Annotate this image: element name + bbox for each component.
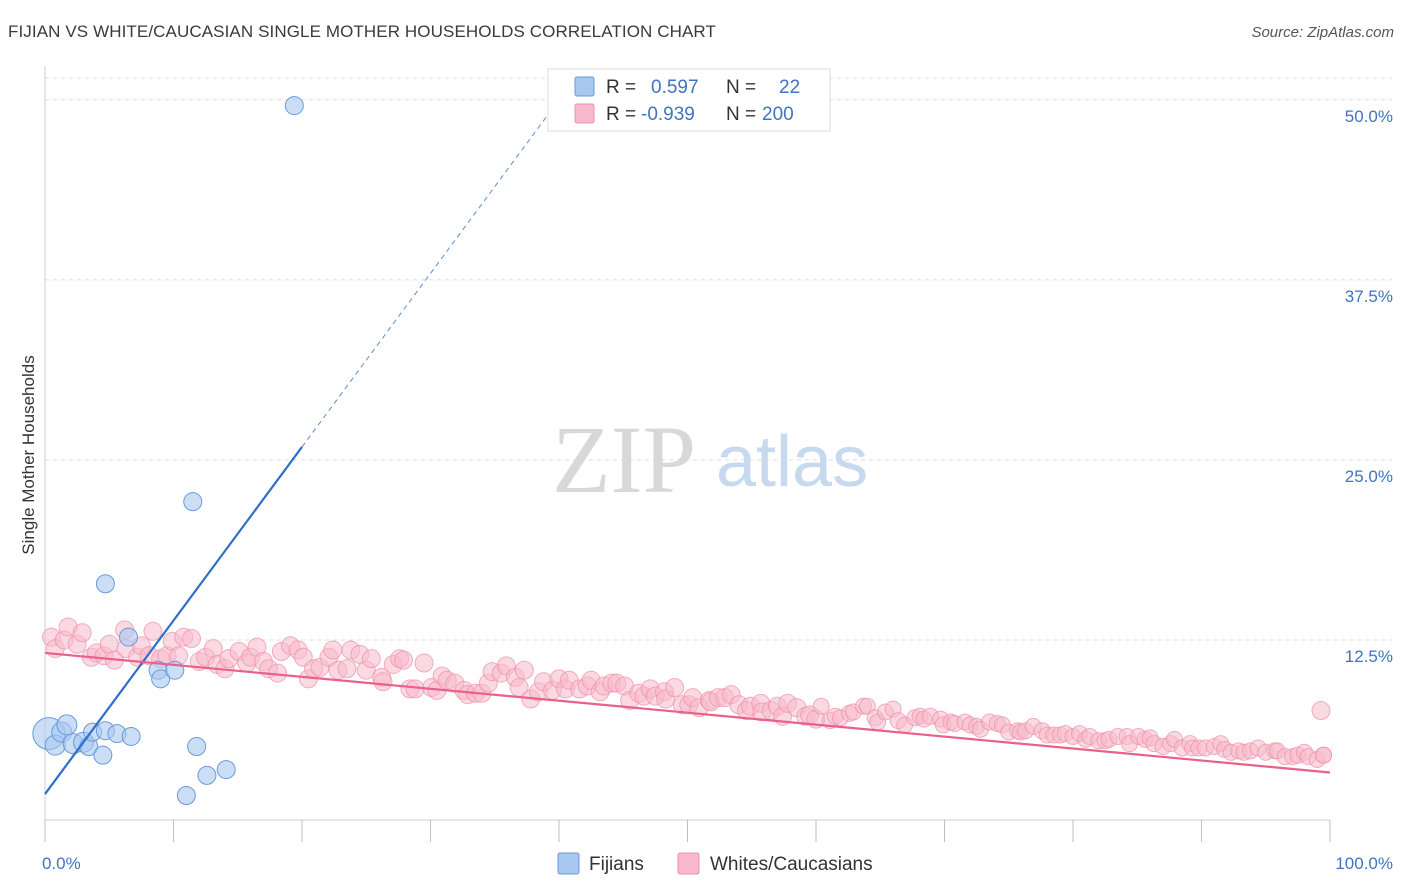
legend-fijian-r-value: 0.597	[651, 77, 699, 98]
legend-white-n-label: N =	[726, 104, 756, 125]
legend-white-swatch	[574, 103, 595, 124]
fijian-point	[56, 714, 78, 736]
fijian-point	[95, 574, 115, 594]
legend-top-box	[547, 68, 831, 132]
axes	[44, 66, 1331, 842]
watermark: ZIP atlas	[552, 406, 868, 513]
watermark-zip-text: ZIP	[552, 406, 696, 513]
fijian-point	[119, 627, 139, 647]
legend-bottom-white-label: Whites/Caucasians	[710, 854, 873, 875]
legend-fijian-n-label: N =	[726, 77, 756, 98]
white-caucasian-point	[72, 623, 92, 643]
fijian-point	[284, 96, 304, 116]
legend-fijian-n-value: 22	[779, 77, 800, 98]
white-caucasian-point	[203, 639, 223, 659]
y-tick-label: 37.5%	[1345, 287, 1393, 306]
legend-white-n-value: 200	[762, 104, 794, 125]
legend-white-r-value: -0.939	[641, 104, 695, 125]
y-axis-label: Single Mother Households	[19, 355, 38, 554]
fijian-trend-extension	[301, 99, 560, 448]
white-caucasian-point	[361, 649, 381, 669]
fijian-point	[183, 492, 203, 512]
legend-bottom-fijian-swatch	[557, 852, 580, 875]
legend-fijian-r-label: R =	[606, 77, 636, 98]
fijian-point	[151, 669, 171, 689]
fijian-point	[197, 765, 217, 785]
y-tick-label: 12.5%	[1345, 647, 1393, 666]
fijian-point	[216, 760, 236, 780]
fijian-point	[121, 726, 141, 746]
white-caucasian-point	[337, 659, 357, 679]
watermark-atlas-text: atlas	[716, 422, 868, 502]
grid-lines	[45, 77, 1392, 641]
white-caucasian-point	[373, 672, 393, 692]
trend-lines	[44, 99, 1331, 795]
fijian-trend-line	[44, 446, 303, 795]
legend-bottom-white-swatch	[677, 852, 700, 875]
white-caucasian-point	[665, 677, 685, 697]
legend-bottom-fijian-label: Fijians	[589, 854, 644, 875]
white-caucasian-point	[514, 660, 534, 680]
whites-caucasians-points	[41, 617, 1333, 769]
white-caucasian-point	[1315, 746, 1333, 764]
y-tick-label: 50.0%	[1345, 107, 1393, 126]
white-caucasian-point	[1311, 701, 1331, 721]
fijian-point	[93, 745, 113, 765]
fijians-points	[32, 96, 304, 806]
fijian-point	[187, 737, 207, 757]
white-caucasian-point	[414, 653, 434, 673]
chart-source: Source: ZipAtlas.com	[1251, 24, 1394, 41]
white-caucasian-point	[181, 629, 201, 649]
x-tick-label-min: 0.0%	[42, 854, 81, 873]
legend-fijian-swatch	[574, 76, 595, 97]
white-caucasian-point	[143, 621, 163, 641]
white-trend-line	[44, 651, 1331, 774]
y-tick-label: 25.0%	[1345, 467, 1393, 486]
white-caucasian-point	[99, 634, 119, 654]
white-caucasian-point	[323, 640, 343, 660]
legend-bottom: Fijians Whites/Caucasians	[557, 852, 873, 875]
x-tick-labels: 0.0% 100.0%	[42, 854, 1393, 873]
white-caucasian-point	[812, 697, 830, 715]
fijian-point	[176, 786, 196, 806]
legend-white-r-label: R =	[606, 104, 636, 125]
y-tick-labels: 12.5% 25.0% 37.5% 50.0%	[1345, 107, 1393, 666]
legend-top: R = 0.597 N = 22 R = -0.939 N = 200	[547, 68, 831, 132]
chart-title: FIJIAN VS WHITE/CAUCASIAN SINGLE MOTHER …	[8, 22, 716, 41]
white-caucasian-point	[394, 650, 414, 670]
x-tick-label-max: 100.0%	[1335, 854, 1393, 873]
